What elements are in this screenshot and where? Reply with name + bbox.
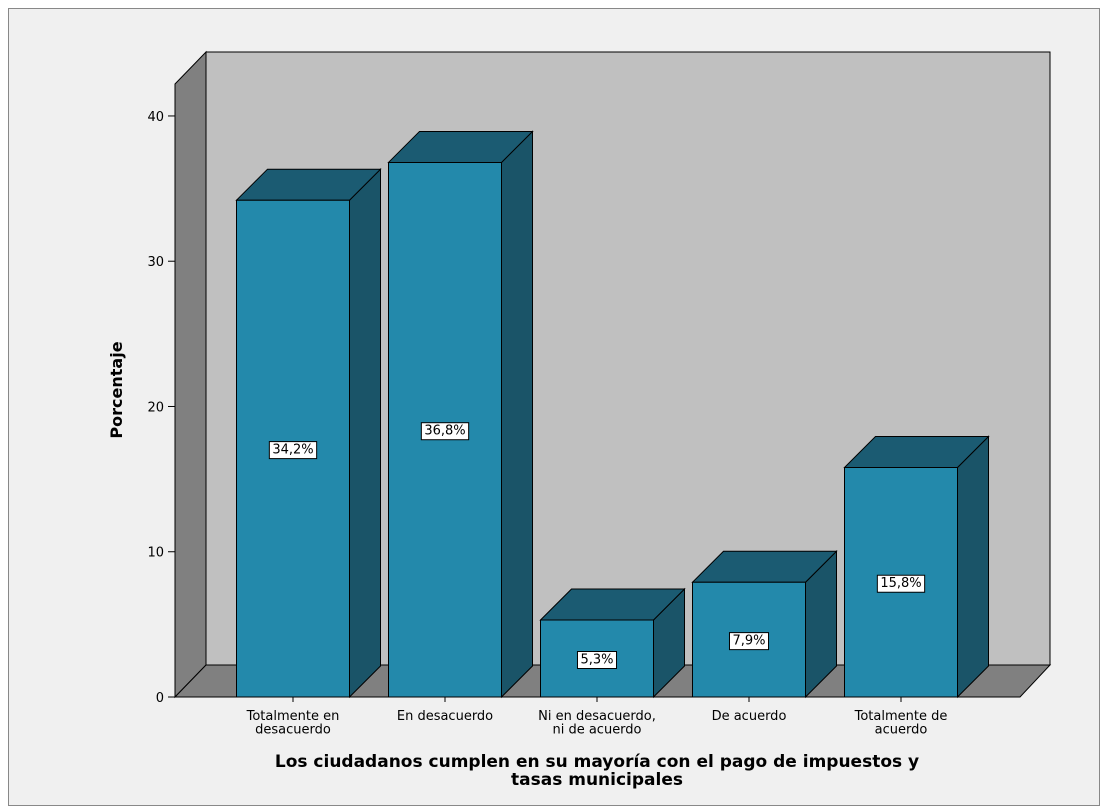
y-axis-title: Porcentaje — [107, 341, 126, 438]
y-tick-label: 0 — [156, 691, 164, 706]
x-tick-label: De acuerdo — [712, 709, 787, 724]
value-label: 15,8% — [880, 576, 921, 591]
value-label-box — [876, 574, 926, 593]
bar — [387, 130, 534, 699]
value-label: 34,2% — [272, 443, 313, 458]
bar — [691, 550, 838, 699]
bar-face — [349, 168, 381, 699]
x-axis-title: Los ciudadanos cumplen en su mayoría con… — [275, 752, 919, 790]
bar — [235, 168, 382, 699]
y-tick-label: 10 — [147, 546, 164, 561]
value-label: 5,3% — [580, 653, 613, 668]
value-label-box — [420, 422, 470, 441]
bar-face — [501, 130, 533, 699]
value-label-box — [268, 441, 318, 460]
bar-face — [957, 435, 989, 699]
y-tick-label: 40 — [147, 110, 164, 125]
y-tick-label: 30 — [147, 255, 164, 270]
x-tick-label: En desacuerdo — [397, 709, 493, 724]
value-label: 36,8% — [424, 424, 465, 439]
value-label: 7,9% — [732, 634, 765, 649]
y-tick-label: 20 — [147, 400, 164, 415]
value-label-box — [576, 651, 618, 670]
bar — [843, 435, 990, 699]
bar — [539, 587, 686, 699]
value-label-box — [728, 632, 770, 651]
side-wall — [174, 50, 207, 699]
x-tick-label: Ni en desacuerdo, ni de acuerdo — [538, 709, 656, 738]
x-tick-label: Totalmente de acuerdo — [854, 709, 948, 738]
x-tick-label: Totalmente en desacuerdo — [246, 709, 340, 738]
